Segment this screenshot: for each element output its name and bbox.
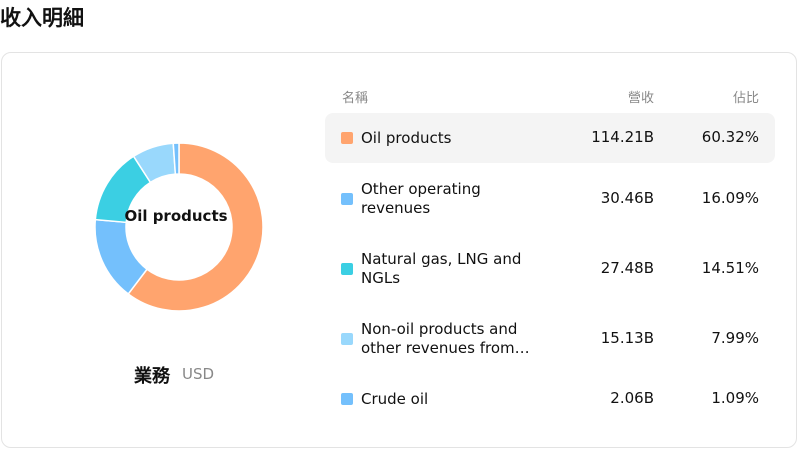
row-share: 1.09% bbox=[711, 389, 759, 407]
legend-swatch bbox=[341, 393, 353, 405]
legend-swatch bbox=[341, 132, 353, 144]
column-header: 營收 bbox=[627, 91, 654, 106]
card bbox=[1, 52, 797, 448]
legend-swatch bbox=[341, 193, 353, 205]
row-revenue: 27.48B bbox=[600, 259, 654, 277]
caption: 業務 bbox=[134, 366, 170, 387]
row-name: Non-oil products and other revenues from… bbox=[361, 320, 530, 357]
center-label: Oil products bbox=[124, 207, 228, 225]
column-header: 佔比 bbox=[732, 91, 759, 106]
row-revenue: 30.46B bbox=[600, 189, 654, 207]
row-name: Other operating revenues bbox=[361, 180, 481, 217]
row-revenue: 2.06B bbox=[610, 389, 654, 407]
row-highlight bbox=[325, 113, 775, 163]
row-share: 16.09% bbox=[701, 189, 759, 207]
row-share: 60.32% bbox=[701, 128, 759, 146]
unit: USD bbox=[182, 365, 215, 383]
column-header: 名稱 bbox=[342, 91, 369, 106]
row-name: Crude oil bbox=[361, 389, 429, 408]
row-share: 14.51% bbox=[701, 259, 759, 277]
donut-segment bbox=[172, 142, 180, 175]
donut-segment bbox=[127, 142, 264, 312]
row-share: 7.99% bbox=[711, 329, 759, 347]
legend-swatch bbox=[341, 263, 353, 275]
donut-chart bbox=[94, 142, 264, 312]
page-title: 收入明細 bbox=[0, 6, 84, 30]
row-name: Oil products bbox=[361, 128, 452, 147]
row-revenue: 15.13B bbox=[600, 329, 654, 347]
row-name: Natural gas, LNG and NGLs bbox=[361, 250, 522, 287]
row-revenue: 114.21B bbox=[591, 128, 654, 146]
legend-swatch bbox=[341, 333, 353, 345]
